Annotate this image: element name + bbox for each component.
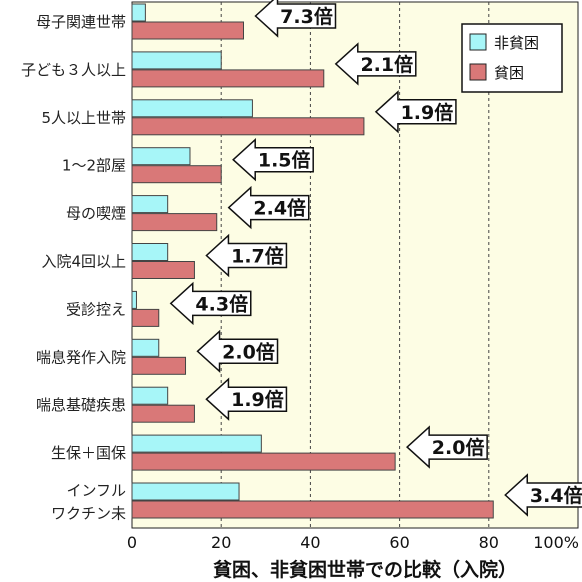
x-tick-label: 0	[127, 533, 137, 552]
category-label: 母子関連世帯	[36, 13, 126, 31]
ratio-label: 3.4倍	[530, 484, 582, 507]
ratio-label: 7.3倍	[280, 5, 333, 28]
ratio-arrow	[406, 425, 488, 469]
category-label: 喘息発作入院	[36, 348, 126, 366]
ratio-label: 1.9倍	[231, 388, 284, 411]
ratio-label: 2.0倍	[222, 340, 275, 363]
bar-poor	[131, 165, 222, 184]
legend-swatch-poor	[469, 63, 487, 81]
category-label: 5人以上世帯	[41, 109, 126, 127]
category-label: 喘息基礎疾患	[36, 396, 126, 414]
ratio-arrow	[205, 377, 288, 421]
ratio-label: 2.4倍	[253, 197, 306, 220]
ratio-label: 2.1倍	[360, 53, 413, 76]
ratio-arrow	[196, 329, 279, 373]
category-label: 生保＋国保	[51, 444, 126, 462]
bar-non-poor	[131, 386, 169, 405]
ratio-arrow	[374, 90, 457, 134]
bar-poor	[131, 117, 365, 136]
category-label: 受診控え	[66, 300, 126, 318]
category-label: インフル	[66, 482, 126, 500]
bar-non-poor	[131, 147, 191, 166]
x-tick-label: 80	[479, 533, 499, 552]
bar-poor	[131, 21, 244, 40]
category-label: 母の喫煙	[66, 205, 126, 223]
ratio-arrow	[504, 473, 582, 517]
bar-non-poor	[131, 195, 169, 214]
category-label: ワクチン未	[51, 505, 126, 523]
ratio-arrow	[205, 233, 288, 278]
bars	[131, 3, 494, 519]
legend-label-non-poor: 非貧困	[494, 34, 539, 52]
ratio-arrow	[169, 281, 252, 326]
ratio-label: 1.7倍	[231, 245, 284, 268]
bar-poor	[131, 404, 195, 423]
ratio-arrow	[227, 185, 310, 230]
bar-poor	[131, 452, 396, 471]
ratio-arrow	[232, 138, 314, 182]
legend-label-poor: 貧困	[494, 64, 524, 82]
ratio-arrow	[254, 0, 337, 38]
x-tick-label: 20	[211, 533, 231, 552]
bar-poor	[131, 213, 218, 232]
bar-poor	[131, 356, 187, 375]
x-tick-label: 100%	[533, 533, 579, 552]
bar-poor	[131, 261, 195, 279]
bar-non-poor	[131, 338, 160, 357]
legend-swatch-non-poor	[469, 33, 487, 51]
ratio-label: 2.0倍	[432, 436, 485, 459]
ratio-arrow	[334, 42, 417, 86]
ratio-label: 4.3倍	[195, 292, 248, 315]
bar-non-poor	[131, 3, 146, 22]
bar-non-poor	[131, 51, 222, 70]
legend: 非貧困 貧困	[461, 23, 563, 93]
bar-poor	[131, 69, 325, 88]
bar-non-poor	[131, 243, 169, 261]
category-label: 子ども３人以上	[21, 61, 126, 79]
bar-poor	[131, 308, 160, 327]
bar-non-poor	[131, 290, 137, 309]
bar-poor	[131, 500, 494, 519]
bar-non-poor	[131, 434, 262, 453]
category-label: 1～2部屋	[62, 157, 126, 175]
ratio-label: 1.5倍	[258, 149, 311, 172]
ratio-callouts: 7.3倍 2.1倍 1.9倍 1.5倍 2.4倍 1.7倍 4.3倍 2.0倍 1.9倍 2.0倍…	[169, 0, 582, 517]
x-tick-label: 60	[389, 533, 409, 552]
x-tick-label: 40	[300, 533, 320, 552]
x-tick-labels: 0 20 40 60 80 100%	[127, 533, 579, 552]
ratio-label: 1.9倍	[401, 101, 454, 124]
bar-non-poor	[131, 482, 240, 501]
bar-non-poor	[131, 99, 253, 118]
x-axis-label: 貧困、非貧困世帯での比較（入院）	[213, 558, 517, 581]
category-label: 入院4回以上	[41, 253, 126, 271]
